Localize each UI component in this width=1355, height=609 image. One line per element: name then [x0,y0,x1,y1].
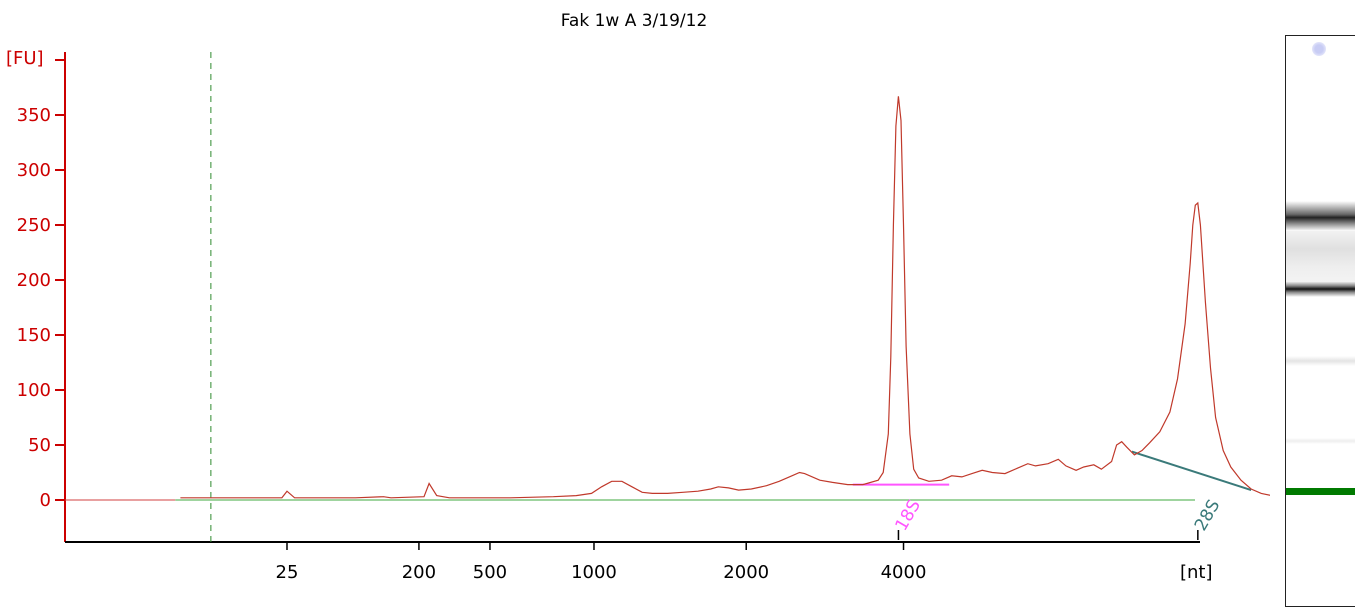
x-axis-label: [nt] [1180,562,1213,583]
x-tick-label: 500 [473,562,507,583]
gel-band-18s [1286,281,1355,297]
gel-band-faint-1 [1286,356,1355,366]
peak-baseline-28s [1131,450,1252,492]
peak-label-18s: 18S [891,496,925,534]
y-tick-label: 350 [17,105,51,126]
y-tick-label: 250 [17,215,51,236]
y-axis-label: [FU] [6,48,44,69]
gel-lower-marker [1286,488,1355,495]
gel-image [1285,35,1355,607]
plot-area: 0 50 100 150 200 250 300 350 25 200 500 1000 2000 400… [17,52,1270,583]
x-tick-label: 200 [402,562,436,583]
gel-band-28s [1286,201,1355,231]
x-tick-label: 1000 [571,562,617,583]
y-tick-label: 150 [17,325,51,346]
peak-label-28s: 28S [1191,496,1225,534]
upper-marker-dot [1312,42,1326,56]
electropherogram-chart: Fak 1w A 3/19/12 0 50 100 150 200 250 300 350 25… [6,11,1270,583]
y-tick-label: 50 [28,435,51,456]
signal-trace [180,96,1270,499]
y-tick-label: 0 [40,490,51,511]
chart-title: Fak 1w A 3/19/12 [561,11,708,31]
x-tick-label: 4000 [881,562,927,583]
y-tick-label: 100 [17,380,51,401]
y-tick-label: 300 [17,160,51,181]
x-tick-label: 25 [276,562,299,583]
x-tick-label: 2000 [723,562,769,583]
y-tick-label: 200 [17,270,51,291]
gel-band-faint-2 [1286,438,1355,444]
